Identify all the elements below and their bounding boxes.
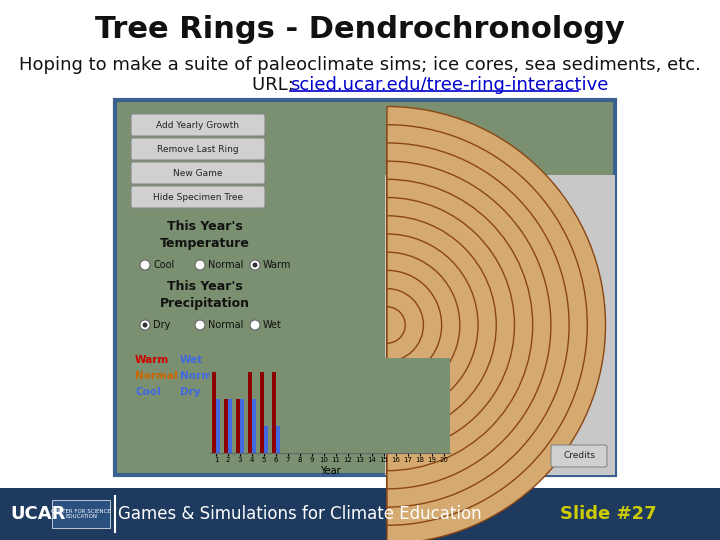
- Wedge shape: [387, 198, 515, 453]
- Bar: [240, 399, 244, 453]
- Circle shape: [195, 260, 205, 270]
- Text: This Year's
Precipitation: This Year's Precipitation: [160, 280, 250, 310]
- Wedge shape: [387, 252, 460, 398]
- FancyBboxPatch shape: [131, 186, 265, 208]
- Text: Games & Simulations for Climate Education: Games & Simulations for Climate Educatio…: [118, 505, 482, 523]
- FancyBboxPatch shape: [131, 138, 265, 160]
- Circle shape: [140, 320, 150, 330]
- Wedge shape: [387, 216, 496, 434]
- Circle shape: [250, 260, 260, 270]
- Bar: [272, 372, 276, 453]
- Text: Warm: Warm: [263, 260, 292, 270]
- Text: Normal: Normal: [180, 371, 222, 381]
- Wedge shape: [387, 106, 606, 540]
- Wedge shape: [387, 125, 588, 525]
- Wedge shape: [387, 234, 478, 416]
- Text: Credits: Credits: [563, 451, 595, 461]
- Circle shape: [195, 320, 205, 330]
- Bar: [236, 399, 240, 453]
- Text: Cool: Cool: [153, 260, 174, 270]
- FancyBboxPatch shape: [131, 114, 265, 136]
- Text: Normal: Normal: [208, 320, 243, 330]
- Text: Normal: Normal: [208, 260, 243, 270]
- Wedge shape: [387, 179, 533, 471]
- Wedge shape: [387, 161, 551, 489]
- Text: Wet: Wet: [263, 320, 282, 330]
- Bar: [228, 399, 232, 453]
- Bar: [224, 399, 228, 453]
- Text: Normal: Normal: [135, 371, 178, 381]
- Text: CENTER FOR SCIENCE
EDUCATION: CENTER FOR SCIENCE EDUCATION: [51, 509, 111, 519]
- Wedge shape: [387, 307, 405, 343]
- Text: Slide #27: Slide #27: [560, 505, 657, 523]
- FancyBboxPatch shape: [131, 162, 265, 184]
- Circle shape: [140, 260, 150, 270]
- FancyBboxPatch shape: [115, 100, 615, 475]
- Bar: [212, 372, 216, 453]
- Text: Warm: Warm: [135, 355, 169, 365]
- Circle shape: [253, 262, 258, 267]
- Bar: [276, 426, 280, 453]
- FancyBboxPatch shape: [52, 500, 110, 528]
- Bar: [260, 372, 264, 453]
- Text: Dry: Dry: [153, 320, 171, 330]
- Text: UCAR: UCAR: [10, 505, 66, 523]
- Text: Tree Rings - Dendrochronology: Tree Rings - Dendrochronology: [95, 16, 625, 44]
- Text: Hoping to make a suite of paleoclimate sims; ice cores, sea sediments, etc.: Hoping to make a suite of paleoclimate s…: [19, 56, 701, 74]
- FancyBboxPatch shape: [385, 175, 615, 475]
- Wedge shape: [387, 288, 423, 361]
- Text: Dry: Dry: [180, 387, 200, 397]
- Wedge shape: [387, 271, 441, 380]
- Wedge shape: [387, 106, 606, 540]
- X-axis label: Year: Year: [320, 466, 341, 476]
- Bar: [252, 399, 256, 453]
- Text: Add Yearly Growth: Add Yearly Growth: [156, 120, 240, 130]
- Text: New Game: New Game: [174, 168, 222, 178]
- FancyBboxPatch shape: [551, 445, 607, 467]
- Text: scied.ucar.edu/tree-ring-interactive: scied.ucar.edu/tree-ring-interactive: [290, 76, 608, 94]
- Text: URL:: URL:: [252, 76, 300, 94]
- Circle shape: [143, 322, 148, 327]
- Bar: [264, 426, 268, 453]
- Text: This Year's
Temperature: This Year's Temperature: [160, 220, 250, 250]
- Text: Cool: Cool: [135, 387, 161, 397]
- Text: Remove Last Ring: Remove Last Ring: [157, 145, 239, 153]
- Bar: [248, 372, 252, 453]
- Text: Hide Specimen Tree: Hide Specimen Tree: [153, 192, 243, 201]
- Text: Wet: Wet: [180, 355, 203, 365]
- Bar: [216, 399, 220, 453]
- Circle shape: [250, 320, 260, 330]
- FancyBboxPatch shape: [0, 488, 720, 540]
- Wedge shape: [387, 143, 569, 507]
